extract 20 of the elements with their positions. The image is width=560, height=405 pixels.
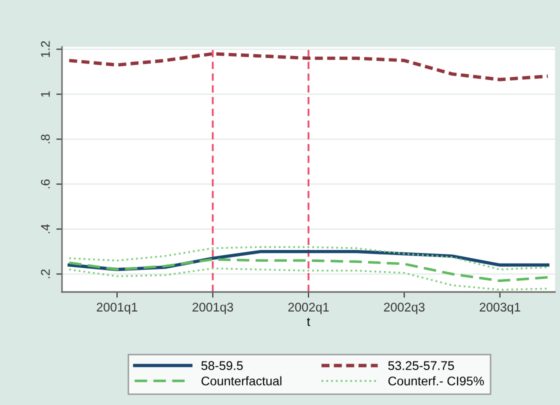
line-series [68,258,550,282]
y-tick-label: 1 [41,91,50,97]
y-tick-label: .4 [41,224,50,234]
x-tick-label: 2001q3 [192,302,234,314]
x-tick-label: 2002q3 [384,302,425,314]
legend-label: Counterfactual [202,376,282,386]
x-tick-label: 2002q1 [288,302,329,314]
legend-label: 58-59.5 [201,361,243,370]
legend-label: Counterf.- CI95% [388,376,484,386]
line-series [68,52,550,82]
x-tick-label: 2001q1 [96,302,138,314]
y-tick-label: .6 [40,179,50,188]
legend-label: 53.25-57.75 [388,361,454,370]
y-tick-label: .8 [40,134,50,144]
line-series [68,246,549,270]
y-tick-label: 1.2 [40,41,50,57]
x-axis-title: t [306,318,310,326]
x-tick-label: 2003q1 [480,302,520,314]
y-tick-label: .2 [40,269,50,278]
line-series [68,267,549,291]
